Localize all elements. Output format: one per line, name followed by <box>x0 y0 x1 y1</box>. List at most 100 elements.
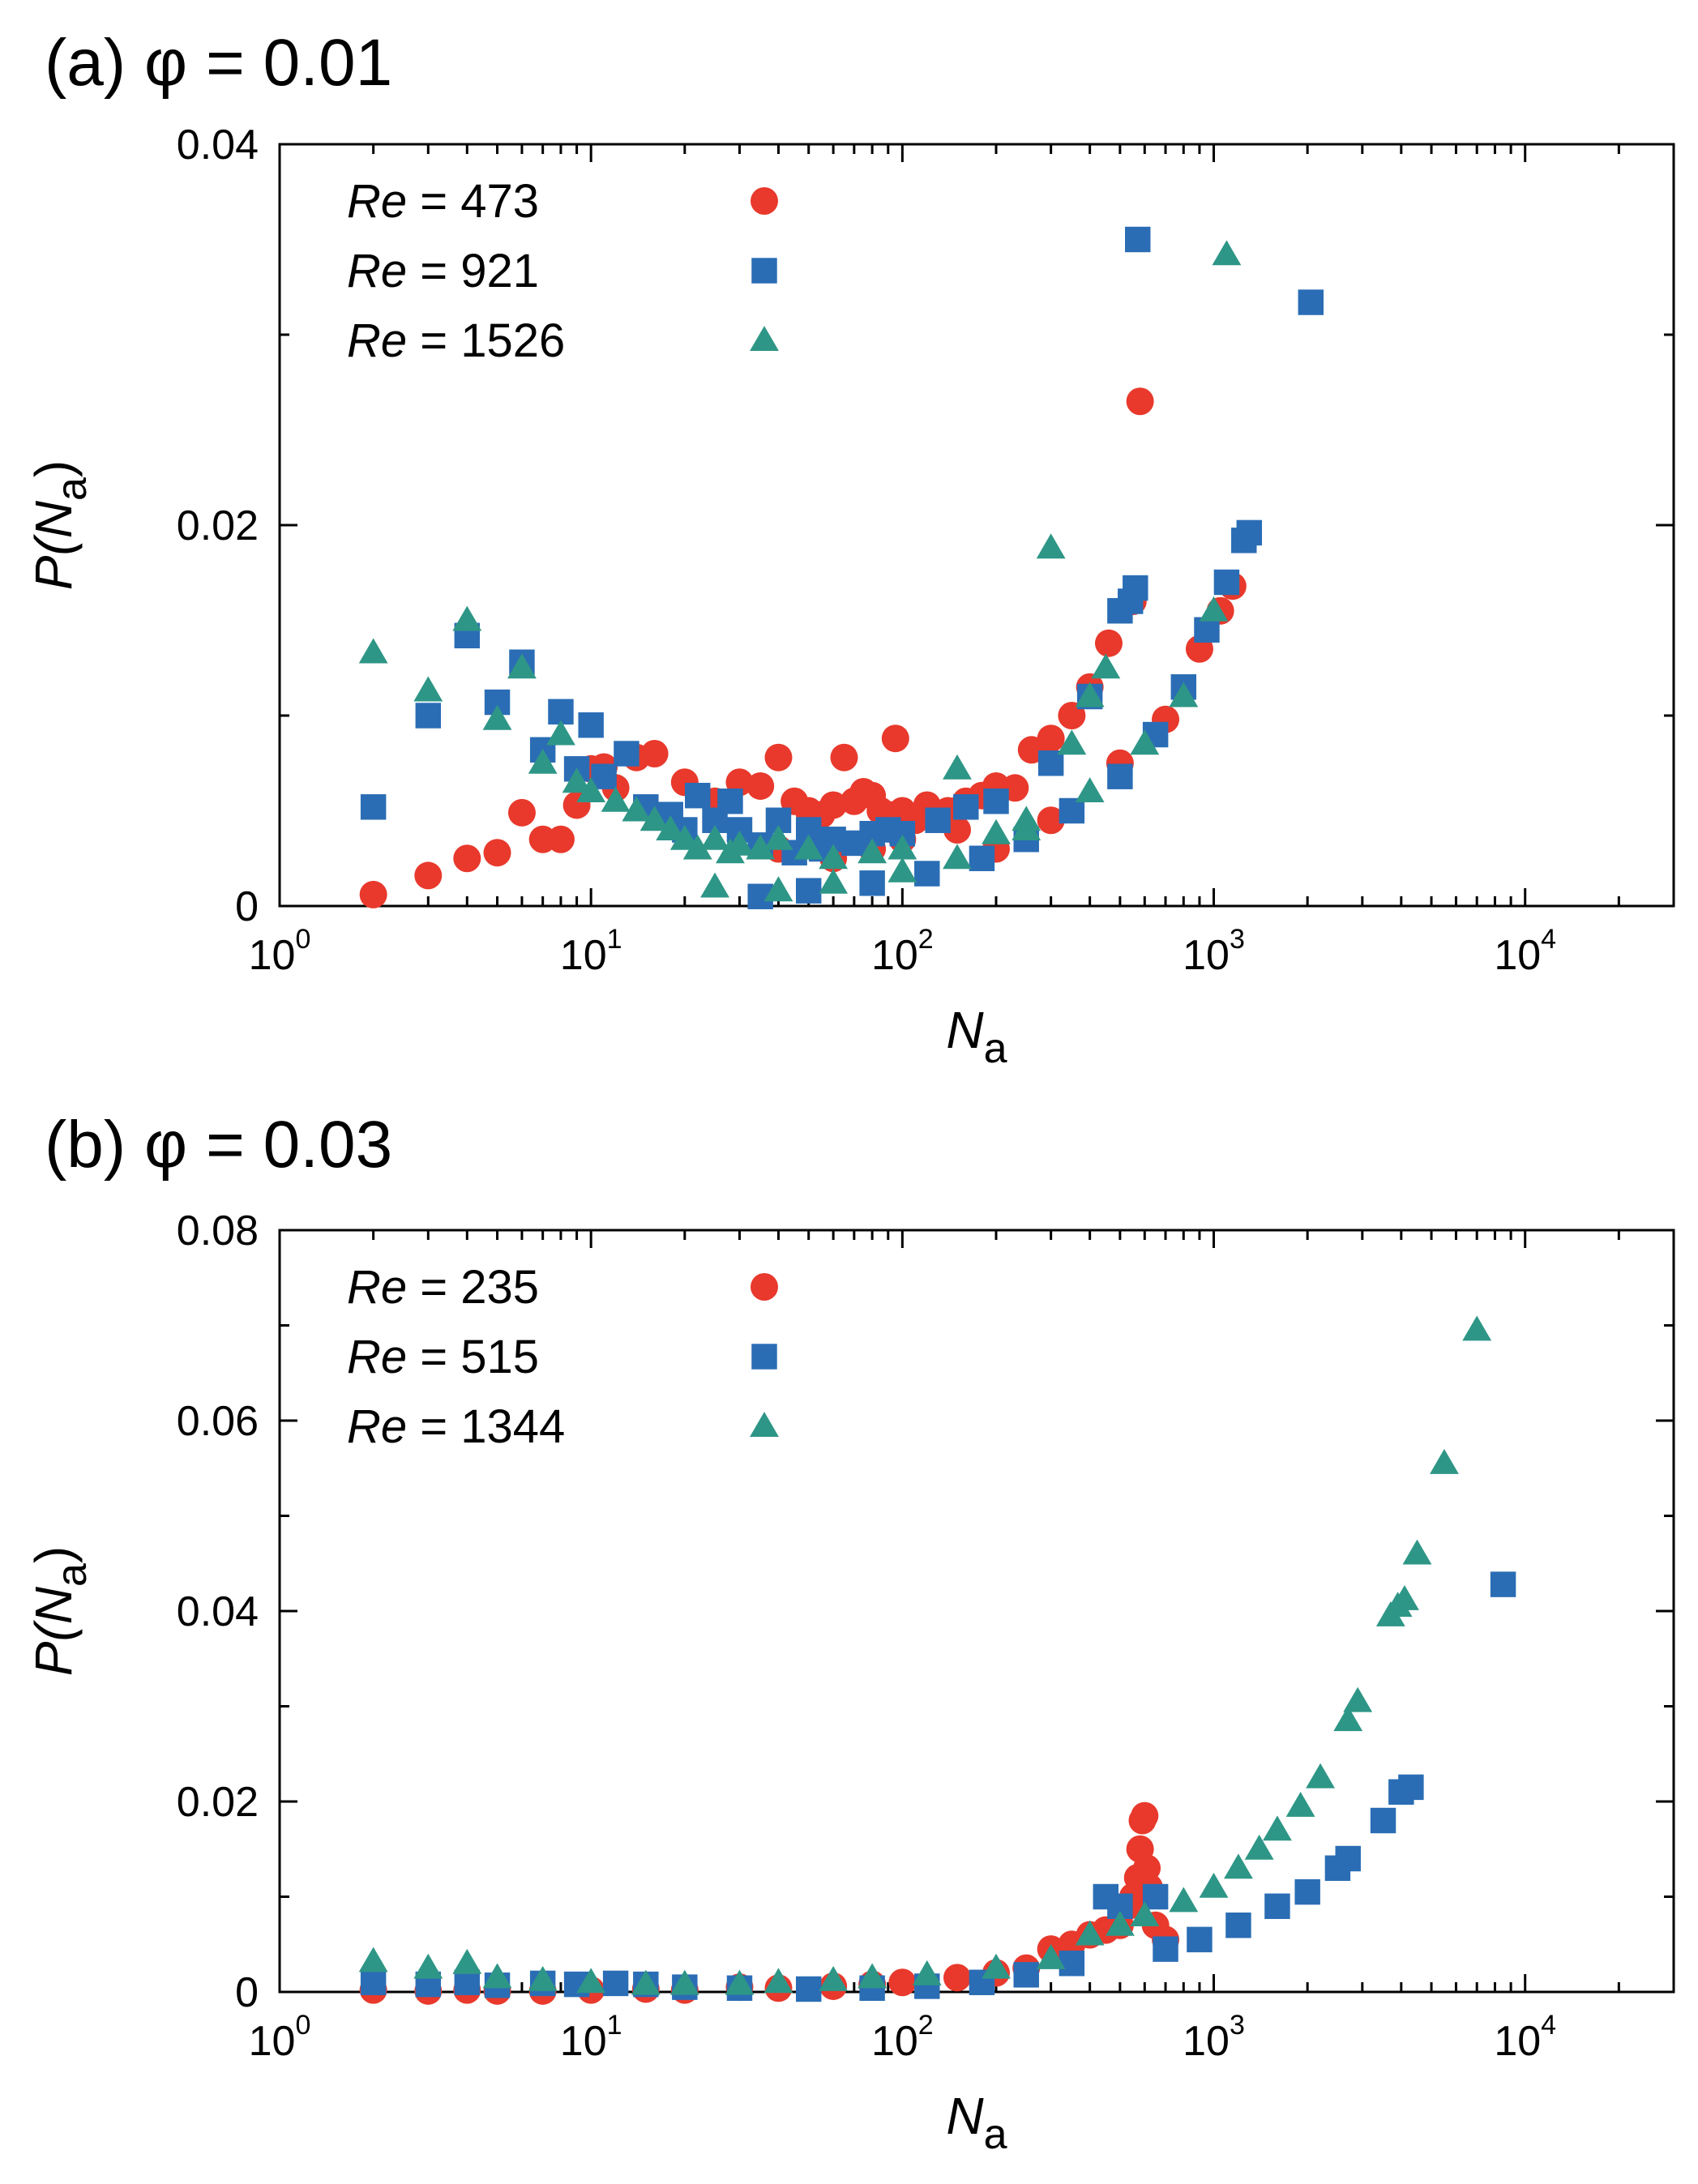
data-point <box>1225 1913 1251 1938</box>
data-point <box>601 786 631 812</box>
x-tick-label: 100 <box>249 2010 311 2065</box>
data-point <box>1036 1943 1066 1969</box>
y-tick-label: 0 <box>235 883 259 930</box>
data-point <box>763 1968 793 1994</box>
legend-marker <box>750 326 779 352</box>
data-point <box>887 834 917 860</box>
data-point <box>1306 1763 1335 1789</box>
data-point <box>943 754 972 780</box>
data-point <box>528 748 558 774</box>
x-tick-label: 104 <box>1494 2010 1556 2065</box>
y-axis-label: P(Na) <box>24 460 96 590</box>
data-point <box>631 1969 661 1995</box>
data-point <box>454 1969 481 1995</box>
data-point <box>682 834 712 860</box>
data-point <box>1123 575 1148 601</box>
data-point <box>482 704 512 730</box>
data-point <box>819 868 849 894</box>
legend-marker <box>751 258 777 284</box>
data-point <box>546 825 575 853</box>
data-point <box>1091 653 1121 679</box>
data-point <box>819 844 849 870</box>
data-point <box>415 703 442 729</box>
data-point <box>969 845 995 871</box>
data-point <box>1236 519 1263 546</box>
legend-marker <box>751 187 778 215</box>
data-point <box>1285 1791 1315 1817</box>
data-point <box>685 782 711 809</box>
y-tick-label: 0.02 <box>177 1779 259 1826</box>
data-point <box>1131 1801 1159 1830</box>
data-point <box>1037 750 1064 776</box>
legend-label: Re = 1344 <box>347 1400 565 1453</box>
data-point <box>1187 1926 1213 1953</box>
data-point <box>1462 1315 1492 1341</box>
data-point <box>360 1969 387 1995</box>
data-point <box>507 653 537 679</box>
data-point <box>1142 1883 1169 1910</box>
data-point <box>793 834 823 860</box>
x-tick-label: 103 <box>1183 924 1245 979</box>
data-point <box>746 771 775 800</box>
data-point <box>725 830 755 856</box>
x-tick-label: 102 <box>871 2010 934 2065</box>
data-point <box>1264 1893 1290 1919</box>
x-tick-label: 100 <box>249 924 311 979</box>
data-point <box>859 870 885 896</box>
data-point <box>359 880 387 908</box>
data-point <box>656 815 686 841</box>
data-point <box>858 1963 887 1989</box>
x-tick-label: 102 <box>871 924 934 979</box>
data-point <box>1333 1706 1363 1732</box>
data-point <box>982 1953 1011 1979</box>
data-point <box>1199 1872 1229 1898</box>
data-point <box>1126 387 1154 416</box>
y-tick-label: 0.04 <box>177 122 259 169</box>
legend-label: Re = 235 <box>347 1261 539 1314</box>
data-point <box>413 676 443 702</box>
data-point <box>1059 1951 1085 1977</box>
data-point <box>1075 777 1105 803</box>
data-point <box>819 791 848 819</box>
data-point <box>763 824 793 850</box>
data-point <box>1130 729 1160 755</box>
x-tick-label: 101 <box>560 2010 622 2065</box>
data-point <box>1169 682 1199 707</box>
data-point <box>640 740 669 767</box>
legend-label: Re = 473 <box>347 175 539 228</box>
data-point <box>795 878 822 904</box>
data-point <box>763 876 793 902</box>
data-point <box>700 872 729 898</box>
series-1344-points <box>358 1315 1492 1995</box>
chart-title: (a) φ = 0.01 <box>45 26 392 100</box>
data-point <box>1213 569 1240 596</box>
data-point <box>830 743 858 771</box>
data-point <box>358 1947 388 1972</box>
data-point <box>795 1976 822 2002</box>
data-point <box>622 796 652 822</box>
data-point <box>700 824 729 850</box>
data-point <box>669 1969 699 1995</box>
data-point <box>614 741 639 767</box>
data-point <box>1037 724 1065 753</box>
data-point <box>576 777 606 803</box>
data-point <box>1130 1901 1160 1927</box>
data-point <box>1298 289 1324 315</box>
x-axis-label: Na <box>946 2087 1007 2158</box>
panel-a: (a) φ = 0.01 0 0.02 0.04 100 101 102 103 104 Na P(… <box>24 26 1675 1072</box>
data-point <box>669 824 699 850</box>
data-point <box>887 857 917 883</box>
data-point <box>819 1965 849 1991</box>
data-point <box>1125 226 1151 253</box>
legend-label: Re = 921 <box>347 245 539 297</box>
data-point <box>1153 1936 1178 1962</box>
data-point <box>483 839 511 867</box>
data-point <box>1194 617 1220 643</box>
data-point <box>1094 629 1123 657</box>
data-point <box>914 861 940 887</box>
data-point <box>1335 1845 1361 1872</box>
data-point <box>1490 1571 1516 1597</box>
data-point <box>413 1953 443 1979</box>
data-point <box>1012 815 1041 841</box>
